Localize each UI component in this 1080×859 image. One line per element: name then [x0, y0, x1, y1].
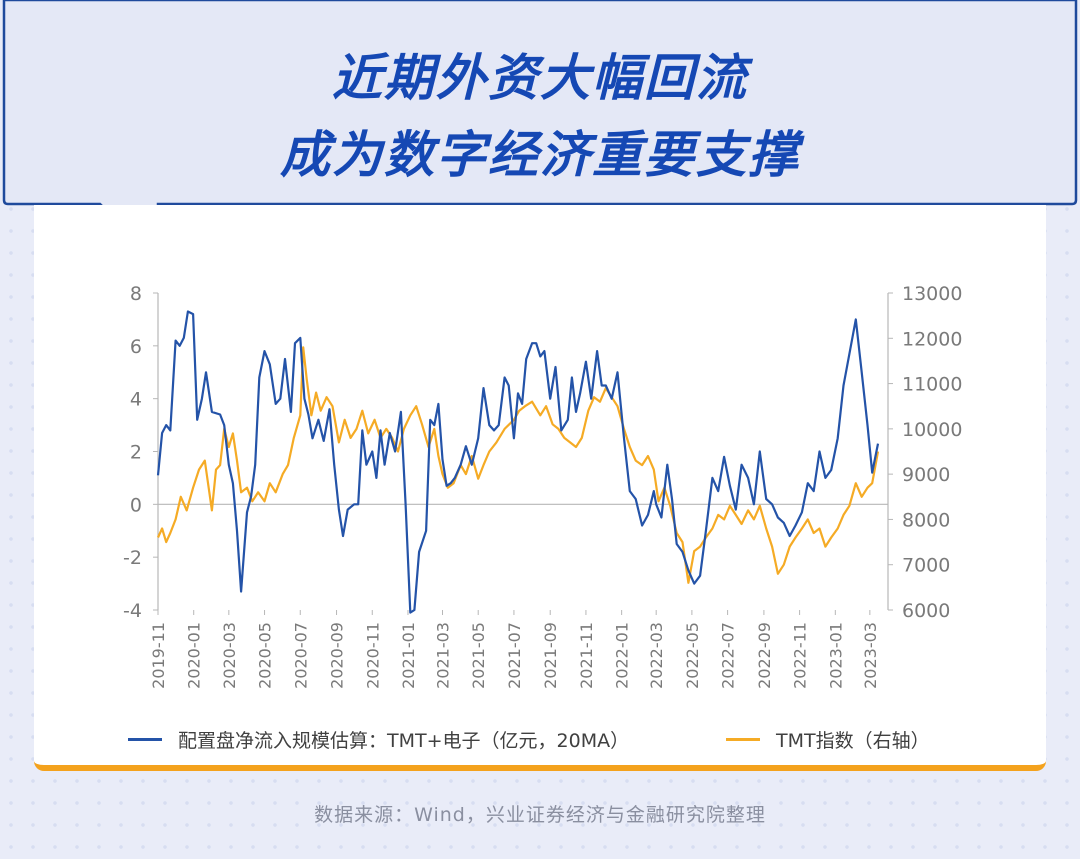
y-right-tick-label: 10000 — [902, 419, 962, 441]
x-tick-label: 2021-03 — [434, 622, 453, 689]
y-left-tick-label: -4 — [123, 600, 142, 622]
x-tick-label: 2022-09 — [755, 622, 774, 689]
series-line-tmt-index — [156, 346, 880, 584]
x-tick-label: 2020-05 — [256, 622, 275, 689]
x-tick-label: 2022-05 — [683, 622, 702, 689]
y-left-tick-label: 4 — [130, 389, 142, 411]
title-line-1: 近期外资大幅回流 — [332, 49, 748, 107]
y-left-tick-label: 8 — [130, 283, 142, 305]
x-tick-label: 2020-03 — [220, 622, 239, 689]
legend-item-orange: TMT指数（右轴） — [726, 726, 930, 753]
x-tick-label: 2022-03 — [647, 622, 666, 689]
y-left-tick-label: -2 — [123, 547, 142, 569]
legend-label-blue: 配置盘净流入规模估算：TMT+电子（亿元，20MA） — [178, 730, 630, 752]
y-right-tick-label: 11000 — [902, 374, 962, 396]
legend-label-orange: TMT指数（右轴） — [776, 730, 930, 752]
x-tick-label: 2019-11 — [149, 622, 168, 689]
y-left-tick-label: 2 — [130, 442, 142, 464]
x-tick-label: 2021-09 — [541, 622, 560, 689]
chart-card — [34, 205, 1046, 771]
source-note: 数据来源：Wind，兴业证券经济与金融研究院整理 — [314, 804, 766, 826]
x-tick-label: 2023-01 — [826, 622, 845, 689]
legend: 配置盘净流入规模估算：TMT+电子（亿元，20MA） TMT指数（右轴） — [0, 722, 1080, 756]
y-right-tick-label: 13000 — [902, 283, 962, 305]
y-right-tick-label: 9000 — [902, 464, 950, 486]
series-line-inflow — [156, 310, 880, 614]
x-tick-label: 2020-01 — [185, 622, 204, 689]
legend-swatch-blue — [128, 738, 162, 741]
x-tick-label: 2021-11 — [577, 622, 596, 689]
y-right-tick-label: 6000 — [902, 600, 950, 622]
x-tick-label: 2023-03 — [861, 622, 880, 689]
y-right-tick-label: 12000 — [902, 328, 962, 350]
x-tick-label: 2022-01 — [613, 622, 632, 689]
x-tick-label: 2021-07 — [505, 622, 524, 689]
title-line-2: 成为数字经济重要支撑 — [280, 126, 800, 184]
x-tick-label: 2022-11 — [791, 622, 810, 689]
x-tick-label: 2020-11 — [363, 622, 382, 689]
y-right-tick-label: 7000 — [902, 555, 950, 577]
legend-item-blue: 配置盘净流入规模估算：TMT+电子（亿元，20MA） — [128, 726, 629, 753]
x-tick-label: 2020-07 — [291, 622, 310, 689]
legend-swatch-orange — [726, 738, 760, 741]
y-left-tick-label: 6 — [130, 336, 142, 358]
x-tick-label: 2022-07 — [719, 622, 738, 689]
x-tick-label: 2021-01 — [399, 622, 418, 689]
y-left-tick-label: 0 — [130, 494, 142, 516]
y-right-tick-label: 8000 — [902, 509, 950, 531]
x-tick-label: 2020-09 — [328, 622, 347, 689]
x-tick-label: 2021-05 — [469, 622, 488, 689]
